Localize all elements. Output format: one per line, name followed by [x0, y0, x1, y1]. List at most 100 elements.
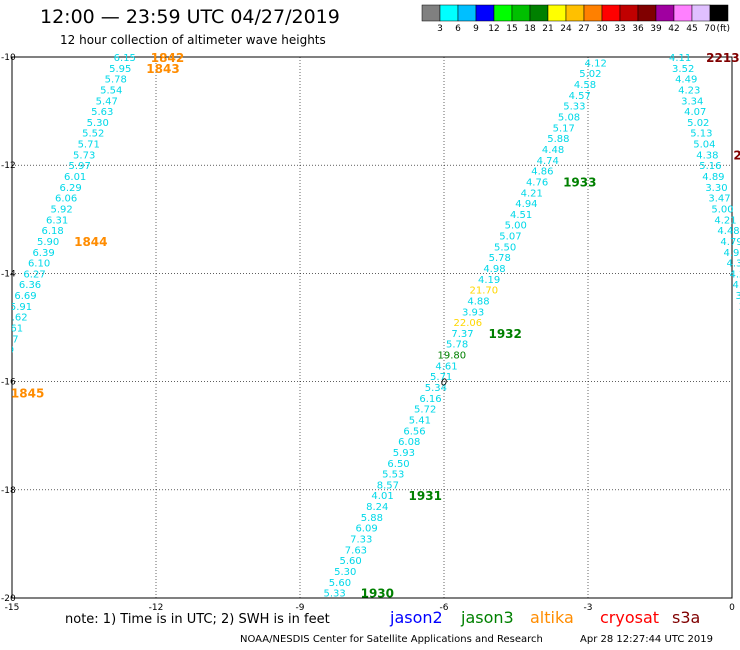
- wave-height-value: 5.04: [693, 140, 715, 151]
- mission-label-s3a: s3a: [672, 608, 701, 627]
- color-scale-label: 18: [524, 24, 536, 34]
- wave-height-value: 5.91: [10, 302, 32, 313]
- wave-height-value: 4.01: [371, 491, 393, 502]
- wave-height-value: 5.13: [690, 129, 712, 140]
- wave-height-value: 5.02: [579, 69, 601, 80]
- units-note: note: 1) Time is in UTC; 2) SWH is in fe…: [65, 612, 330, 627]
- wave-height-value: 5.78: [446, 340, 468, 351]
- wave-height-value: 3.28: [739, 302, 740, 313]
- wave-height-value: 5.41: [409, 415, 431, 426]
- color-scale-label: 6: [455, 24, 461, 34]
- wave-height-value: 4.12: [585, 58, 607, 69]
- map-frame: [11, 56, 733, 599]
- wave-height-value: 6.18: [41, 226, 63, 237]
- wave-height-value: 4.86: [531, 167, 553, 178]
- wave-height-value: 4.57: [569, 91, 591, 102]
- wave-height-value: 3.47: [708, 194, 730, 205]
- wave-height-value: 3.52: [672, 64, 694, 75]
- pass-time-label: 1931: [409, 489, 442, 503]
- longitude-tick-label: -15: [5, 603, 20, 613]
- wave-height-value: 4.11: [669, 53, 691, 64]
- wave-height-value: 6.61: [1, 324, 23, 335]
- wave-height-value: 5.30: [87, 118, 109, 129]
- color-scale-label: 33: [614, 24, 625, 34]
- pass-time-label: 1843: [146, 62, 179, 76]
- wave-height-value: 4.21: [521, 188, 543, 199]
- wave-height-value: 4.21: [714, 215, 736, 226]
- wave-height-value: 5.53: [382, 470, 404, 481]
- wave-height-value: 5.95: [109, 64, 131, 75]
- wave-height-value: 19.80: [438, 351, 467, 362]
- longitude-tick-label: -9: [296, 603, 305, 613]
- wave-height-value: 6.56: [403, 426, 425, 437]
- wave-height-value: 3.34: [681, 96, 703, 107]
- wave-height-value: 3.93: [462, 307, 484, 318]
- wave-height-value: 8.77: [0, 367, 5, 378]
- wave-height-value: 5.47: [96, 96, 118, 107]
- wave-height-value: 5.30: [334, 567, 356, 578]
- wave-height-value: 7.37: [451, 329, 473, 340]
- wave-height-value: 5.78: [105, 75, 127, 86]
- wave-height-value: 6.15: [114, 53, 136, 64]
- color-scale-label: 27: [578, 24, 589, 34]
- wave-height-value: 4.23: [678, 85, 700, 96]
- color-scale-label: 9: [473, 24, 479, 34]
- wave-height-value: 4.90: [723, 248, 740, 259]
- wave-height-value: 5.34: [425, 383, 447, 394]
- color-scale-label: 70: [704, 24, 716, 34]
- color-scale-label: 39: [650, 24, 662, 34]
- wave-height-value: 8.57: [377, 480, 399, 491]
- color-scale-legend: 3 6 9 12 15 18 21 24 27 30 33 36 39 42 45 70 (ft): [421, 4, 730, 34]
- wave-height-value: 4.88: [467, 296, 489, 307]
- wave-height-value: 6.27: [23, 269, 45, 280]
- wave-height-value: 6.31: [46, 215, 68, 226]
- wave-height-value: 5.08: [558, 113, 580, 124]
- color-scale-label: 36: [632, 24, 644, 34]
- wave-height-value: 6.99: [0, 345, 14, 356]
- wave-height-value: 7.63: [345, 545, 367, 556]
- mission-label-jason3: jason3: [461, 608, 514, 627]
- wave-height-value: 4.48: [542, 145, 564, 156]
- color-scale-swatch: [709, 4, 729, 22]
- wave-height-value: 5.00: [505, 221, 527, 232]
- latitude-tick-label: -16: [1, 378, 16, 388]
- wave-height-value: 5.52: [82, 129, 104, 140]
- wave-height-value: 3.30: [705, 183, 727, 194]
- wave-height-value: 4.48: [717, 226, 739, 237]
- wave-height-value: 5.88: [361, 513, 383, 524]
- pass-time-label: 1932: [488, 327, 521, 341]
- wave-height-value: 5.60: [329, 578, 351, 589]
- wave-height-value: 5.93: [393, 448, 415, 459]
- wave-height-value: 5.72: [414, 405, 436, 416]
- wave-height-value: 6.50: [387, 459, 409, 470]
- wave-height-value: 5.50: [494, 242, 516, 253]
- wave-height-value: 6.39: [32, 248, 54, 259]
- wave-height-value: 6.06: [55, 194, 77, 205]
- wave-height-value: 5.71: [78, 140, 100, 151]
- wave-height-value: 6.09: [355, 524, 377, 535]
- wave-height-value: 7.83: [0, 356, 10, 367]
- latitude-tick-label: -12: [1, 161, 16, 171]
- wave-height-value: 4.19: [478, 275, 500, 286]
- latitude-tick-label: -10: [1, 53, 16, 63]
- page-subtitle: 12 hour collection of altimeter wave hei…: [60, 33, 326, 47]
- wave-height-value: 5.54: [100, 85, 122, 96]
- pass-time-label: 2213: [706, 51, 739, 65]
- wave-height-value: 4.38: [696, 150, 718, 161]
- mission-label-altika: altika: [530, 608, 574, 627]
- longitude-tick-label: 0: [729, 603, 735, 613]
- wave-height-value: 7.33: [350, 534, 372, 545]
- wave-height-value: 22.06: [453, 318, 482, 329]
- wave-height-value: 6.16: [419, 394, 441, 405]
- wave-height-value: 5.02: [687, 118, 709, 129]
- wave-height-value: 21.70: [469, 286, 498, 297]
- wave-height-value: 5.63: [91, 107, 113, 118]
- wave-height-value: 6.69: [14, 291, 36, 302]
- wave-height-value: 6.29: [60, 183, 82, 194]
- wave-height-value: 5.33: [563, 102, 585, 113]
- wave-height-value: 4.36: [733, 280, 740, 291]
- pass-time-label: 2212: [733, 148, 740, 162]
- wave-height-value: 6.01: [64, 172, 86, 183]
- mission-label-jason2: jason2: [390, 608, 443, 627]
- wave-height-value: 5.78: [489, 253, 511, 264]
